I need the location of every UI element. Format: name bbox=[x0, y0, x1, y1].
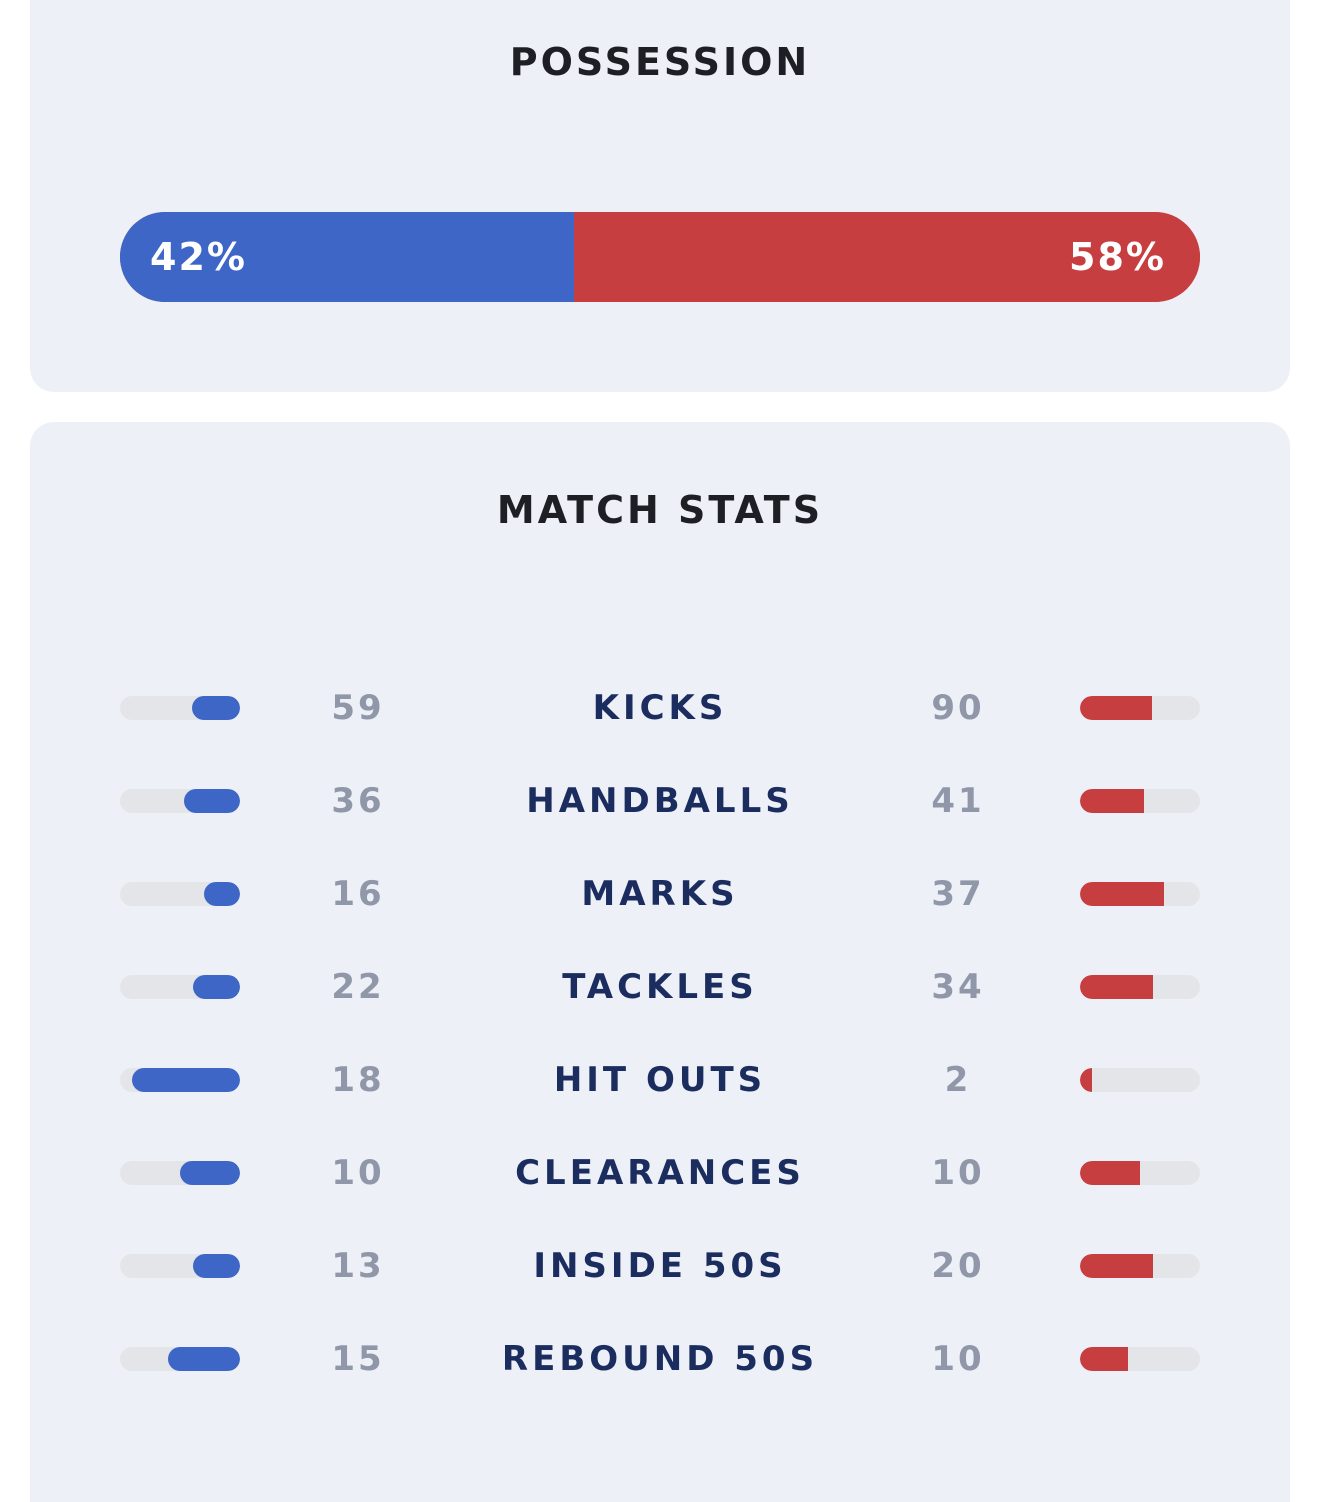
home-stat-track bbox=[120, 1347, 240, 1371]
stat-row: 10 CLEARANCES 10 bbox=[30, 1143, 1290, 1203]
away-stat-value: 41 bbox=[931, 781, 985, 821]
home-stat-track bbox=[120, 1254, 240, 1278]
home-stat-fill bbox=[193, 1254, 240, 1278]
home-stat-track bbox=[120, 882, 240, 906]
home-stat-fill bbox=[192, 696, 240, 720]
stat-row: 13 INSIDE 50S 20 bbox=[30, 1236, 1290, 1296]
away-stat-fill bbox=[1080, 789, 1144, 813]
stat-label: CLEARANCES bbox=[515, 1153, 805, 1193]
home-stat-fill bbox=[193, 975, 240, 999]
away-stat-track bbox=[1080, 975, 1200, 999]
away-stat-value: 20 bbox=[931, 1246, 985, 1286]
home-stat-value: 59 bbox=[331, 688, 385, 728]
away-stat-value: 10 bbox=[931, 1153, 985, 1193]
stat-row: 59 KICKS 90 bbox=[30, 678, 1290, 738]
away-stat-track bbox=[1080, 1347, 1200, 1371]
possession-home-segment: 42% bbox=[120, 212, 574, 302]
away-stat-track bbox=[1080, 789, 1200, 813]
away-stat-track bbox=[1080, 1068, 1200, 1092]
stat-label: REBOUND 50S bbox=[501, 1339, 819, 1379]
away-stat-track bbox=[1080, 882, 1200, 906]
home-stat-track bbox=[120, 1068, 240, 1092]
away-stat-fill bbox=[1080, 882, 1164, 906]
stat-label: INSIDE 50S bbox=[533, 1246, 787, 1286]
home-stat-track bbox=[120, 1161, 240, 1185]
home-stat-value: 22 bbox=[331, 967, 385, 1007]
possession-away-segment: 58% bbox=[573, 212, 1200, 302]
home-stat-track bbox=[120, 975, 240, 999]
away-stat-fill bbox=[1080, 1254, 1154, 1278]
possession-bar: 42% 58% bbox=[120, 212, 1200, 302]
away-stat-fill bbox=[1080, 1347, 1128, 1371]
home-stat-value: 16 bbox=[331, 874, 385, 914]
away-stat-value: 34 bbox=[931, 967, 985, 1007]
home-stat-value: 18 bbox=[331, 1060, 385, 1100]
home-stat-fill bbox=[183, 789, 240, 813]
away-stat-value: 2 bbox=[944, 1060, 972, 1100]
home-stat-fill bbox=[168, 1347, 240, 1371]
stat-row: 15 REBOUND 50S 10 bbox=[30, 1329, 1290, 1389]
possession-card: POSSESSION 42% 58% bbox=[30, 0, 1290, 392]
match-stats-card: MATCH STATS 59 KICKS 90 36 HANDBALLS 41 16 MARK… bbox=[30, 422, 1290, 1502]
home-stat-track bbox=[120, 696, 240, 720]
away-stat-value: 10 bbox=[931, 1339, 985, 1379]
stat-label: HANDBALLS bbox=[526, 781, 794, 821]
stat-row: 22 TACKLES 34 bbox=[30, 957, 1290, 1017]
away-stat-fill bbox=[1080, 1068, 1092, 1092]
away-stat-fill bbox=[1080, 1161, 1140, 1185]
stat-row: 18 HIT OUTS 2 bbox=[30, 1050, 1290, 1110]
home-stat-value: 15 bbox=[331, 1339, 385, 1379]
away-stat-track bbox=[1080, 1254, 1200, 1278]
away-stat-track bbox=[1080, 696, 1200, 720]
home-stat-track bbox=[120, 789, 240, 813]
home-stat-fill bbox=[204, 882, 240, 906]
away-stat-value: 37 bbox=[931, 874, 985, 914]
stat-row: 36 HANDBALLS 41 bbox=[30, 771, 1290, 831]
stat-row: 16 MARKS 37 bbox=[30, 864, 1290, 924]
home-stat-value: 13 bbox=[331, 1246, 385, 1286]
stat-label: TACKLES bbox=[562, 967, 758, 1007]
home-stat-fill bbox=[180, 1161, 240, 1185]
away-stat-fill bbox=[1080, 696, 1152, 720]
away-stat-fill bbox=[1080, 975, 1154, 999]
home-stat-value: 10 bbox=[331, 1153, 385, 1193]
home-stat-value: 36 bbox=[331, 781, 385, 821]
match-stats-title: MATCH STATS bbox=[496, 488, 824, 532]
away-stat-track bbox=[1080, 1161, 1200, 1185]
stat-label: MARKS bbox=[581, 874, 739, 914]
possession-home-label: 42% bbox=[150, 235, 247, 279]
away-stat-value: 90 bbox=[931, 688, 985, 728]
stat-label: HIT OUTS bbox=[553, 1060, 767, 1100]
possession-away-label: 58% bbox=[1069, 235, 1166, 279]
home-stat-fill bbox=[132, 1068, 240, 1092]
possession-title: POSSESSION bbox=[509, 40, 811, 84]
stat-label: KICKS bbox=[592, 688, 728, 728]
